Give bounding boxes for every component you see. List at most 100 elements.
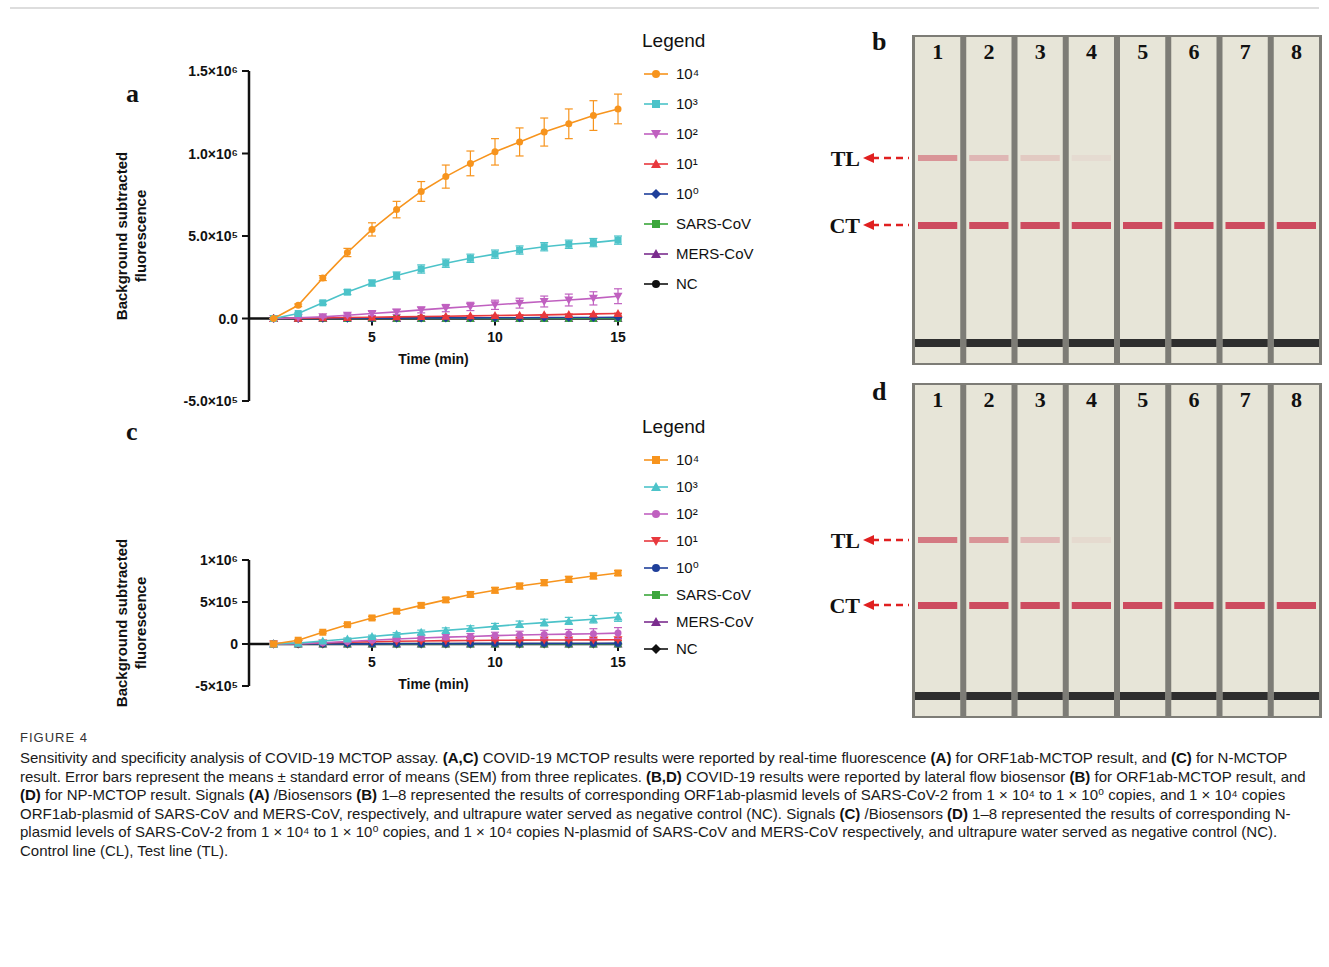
legend-title: Legend — [642, 30, 705, 51]
data-point — [344, 289, 351, 296]
legend-marker — [651, 249, 661, 258]
lane-label: 8 — [1291, 387, 1302, 412]
control-line — [1174, 602, 1213, 609]
pointer-head — [863, 535, 874, 545]
data-point — [466, 303, 475, 311]
strip-panel: d12345678TLCT — [829, 377, 1322, 718]
error-cap — [491, 164, 499, 165]
control-line — [1277, 222, 1316, 229]
data-point — [541, 129, 548, 136]
data-point — [270, 641, 277, 648]
caption-run: for NP-MCTOP result. Signals — [41, 786, 249, 803]
strip — [1018, 385, 1063, 716]
error-cap — [516, 155, 524, 156]
legend: Legend10⁴10³10²10¹10⁰SARS-CoVMERS-CoVNC — [642, 30, 754, 292]
legend-label: 10¹ — [676, 155, 698, 172]
test-line — [1072, 537, 1111, 543]
data-point — [318, 313, 327, 321]
strip-end — [1120, 339, 1165, 347]
top-rule — [10, 8, 1319, 9]
data-point — [270, 641, 277, 648]
strip — [1223, 385, 1268, 716]
data-point — [516, 632, 523, 639]
caption-ref: (B) — [1069, 768, 1090, 785]
control-line — [1072, 222, 1111, 229]
error-bar — [516, 128, 524, 156]
data-point — [442, 596, 449, 603]
legend-label: NC — [676, 640, 698, 657]
lane-label: 7 — [1240, 39, 1251, 64]
line-label: TL — [831, 528, 860, 553]
strip-end — [1171, 692, 1216, 700]
y-tick — [242, 601, 249, 603]
test-line — [918, 537, 957, 543]
control-line — [1226, 222, 1265, 229]
error-bar — [491, 587, 499, 593]
error-bar — [540, 580, 548, 586]
x-tick-label: 10 — [487, 654, 503, 670]
error-cap — [614, 244, 622, 245]
error-bar — [565, 617, 573, 624]
legend-item: 10¹ — [644, 155, 698, 172]
control-line — [1021, 222, 1060, 229]
error-cap — [540, 638, 548, 639]
error-bar — [516, 298, 524, 308]
data-point — [516, 583, 523, 590]
data-point — [516, 138, 523, 145]
error-cap — [516, 127, 524, 128]
legend-title: Legend — [642, 416, 705, 437]
control-line — [969, 222, 1008, 229]
error-bar — [368, 223, 376, 236]
lane-label: 7 — [1240, 387, 1251, 412]
data-point — [441, 305, 450, 313]
panel-letter: b — [872, 27, 886, 56]
legend-marker — [651, 644, 661, 654]
error-cap — [540, 306, 548, 307]
error-cap — [442, 188, 450, 189]
panel-letter: a — [126, 79, 139, 108]
error-bar — [516, 631, 524, 639]
error-cap — [516, 298, 524, 299]
legend-marker — [651, 130, 661, 139]
strip-end — [1274, 339, 1319, 347]
strip — [966, 385, 1011, 716]
data-point — [368, 310, 377, 318]
error-cap — [442, 259, 450, 260]
data-point — [615, 630, 622, 637]
error-bar — [442, 304, 450, 311]
y-tick — [242, 318, 249, 320]
page: {"chart_data": [ {"type": "line", "x_lab… — [0, 0, 1329, 967]
data-point — [564, 310, 573, 318]
legend-item: MERS-CoV — [644, 613, 754, 630]
data-point — [270, 315, 277, 322]
series-line — [274, 573, 618, 644]
y-tick — [242, 70, 249, 72]
data-point — [442, 634, 449, 641]
error-bar — [516, 583, 524, 589]
lane-label: 2 — [983, 39, 994, 64]
figure: a-5.0×10⁵0.05.0×10⁵1.0×10⁶1.5×10⁶51015Ti… — [0, 0, 1329, 726]
lane-label: 4 — [1086, 39, 1097, 64]
legend-marker — [651, 189, 661, 199]
error-bar — [565, 240, 573, 248]
strip — [966, 37, 1011, 363]
photo-background — [912, 383, 1322, 718]
error-bar — [368, 280, 376, 286]
error-cap — [540, 295, 548, 296]
error-cap — [466, 262, 474, 263]
pointer-head — [863, 600, 874, 610]
data-point — [492, 587, 499, 594]
legend-marker — [651, 537, 661, 546]
error-cap — [565, 638, 573, 639]
y-tick-label: 5.0×10⁵ — [188, 228, 238, 244]
strip — [1171, 385, 1216, 716]
data-point — [590, 112, 597, 119]
data-point — [564, 297, 573, 305]
caption-ref: (A) — [249, 786, 270, 803]
caption-label: FIGURE 4 — [20, 730, 1310, 745]
data-point — [318, 637, 327, 645]
error-cap — [540, 250, 548, 251]
pointer-line — [872, 157, 909, 160]
data-point — [615, 570, 622, 577]
data-point — [318, 314, 327, 322]
